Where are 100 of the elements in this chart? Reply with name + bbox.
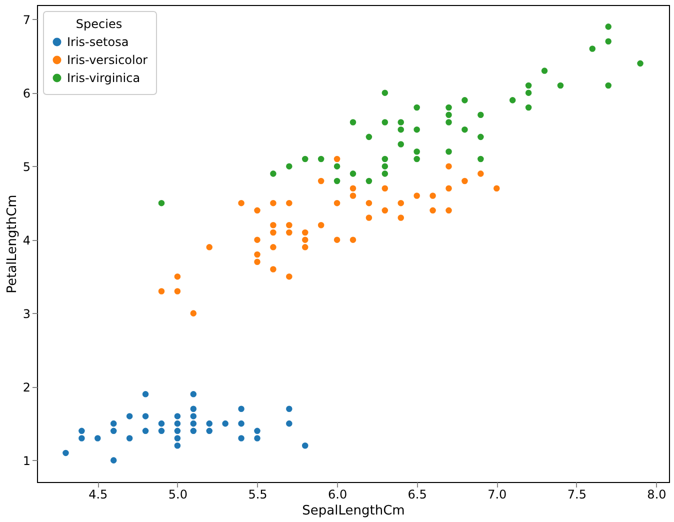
point bbox=[365, 133, 373, 141]
x-tick-label: 5.0 bbox=[168, 488, 188, 502]
point bbox=[253, 434, 262, 442]
x-tick-label: 6.0 bbox=[328, 488, 348, 502]
x-tick-label: 5.5 bbox=[248, 488, 268, 502]
point bbox=[412, 126, 421, 134]
point bbox=[444, 206, 453, 214]
point bbox=[444, 118, 453, 126]
point bbox=[444, 184, 453, 192]
x-axis-title: SepalLengthCm bbox=[302, 504, 405, 518]
point bbox=[142, 390, 150, 398]
legend-label: Iris-setosa bbox=[67, 35, 129, 49]
point bbox=[174, 442, 182, 450]
point bbox=[301, 228, 310, 236]
y-tick-label: 5 bbox=[22, 160, 30, 174]
point bbox=[221, 420, 230, 428]
point bbox=[174, 287, 182, 296]
point bbox=[301, 243, 310, 252]
point bbox=[205, 420, 214, 428]
point bbox=[285, 404, 294, 413]
point bbox=[126, 412, 134, 420]
point bbox=[508, 96, 517, 104]
point bbox=[604, 37, 612, 46]
x-tick-label: 7.5 bbox=[567, 488, 586, 502]
y-tick-label: 2 bbox=[22, 380, 30, 394]
point bbox=[269, 243, 278, 252]
point bbox=[237, 199, 246, 208]
point bbox=[349, 118, 357, 126]
y-tick-label: 6 bbox=[22, 86, 30, 100]
point bbox=[380, 170, 389, 178]
point bbox=[205, 426, 214, 435]
point bbox=[380, 155, 389, 163]
point bbox=[174, 420, 182, 428]
point bbox=[333, 162, 341, 170]
point bbox=[285, 199, 294, 208]
x-tick-label: 7.0 bbox=[488, 488, 507, 502]
point bbox=[333, 236, 341, 244]
point bbox=[174, 426, 182, 435]
point bbox=[253, 258, 262, 266]
point bbox=[524, 88, 532, 97]
point bbox=[476, 110, 485, 119]
point bbox=[301, 155, 310, 163]
point bbox=[285, 162, 294, 170]
point bbox=[460, 177, 469, 185]
point bbox=[174, 412, 182, 420]
point bbox=[285, 221, 294, 230]
point bbox=[349, 236, 357, 244]
point bbox=[412, 155, 421, 163]
point bbox=[540, 66, 548, 75]
point bbox=[333, 155, 341, 163]
point bbox=[269, 265, 278, 274]
point bbox=[317, 155, 326, 163]
point bbox=[253, 250, 262, 258]
y-tick-label: 4 bbox=[22, 233, 30, 248]
x-tick-label: 6.5 bbox=[408, 488, 427, 502]
point bbox=[428, 192, 437, 200]
legend-title: Species bbox=[76, 17, 122, 31]
point bbox=[205, 243, 214, 252]
point bbox=[460, 126, 469, 134]
point bbox=[126, 434, 134, 442]
point bbox=[349, 192, 357, 200]
point bbox=[428, 206, 437, 214]
point bbox=[285, 228, 294, 236]
point bbox=[253, 206, 262, 214]
point bbox=[380, 206, 389, 214]
point bbox=[556, 82, 564, 90]
point bbox=[301, 442, 310, 450]
point bbox=[189, 309, 198, 318]
point bbox=[174, 434, 182, 442]
point bbox=[78, 426, 86, 435]
legend-label: Iris-virginica bbox=[67, 71, 140, 85]
point bbox=[142, 412, 150, 420]
point bbox=[365, 214, 373, 222]
point bbox=[62, 449, 70, 457]
point bbox=[476, 155, 485, 163]
point bbox=[460, 96, 469, 104]
point bbox=[333, 177, 341, 185]
point bbox=[476, 170, 485, 178]
point bbox=[317, 177, 326, 185]
point bbox=[444, 162, 453, 170]
point bbox=[524, 82, 532, 90]
point bbox=[412, 192, 421, 200]
point bbox=[412, 148, 421, 156]
point bbox=[444, 148, 453, 156]
point bbox=[380, 184, 389, 192]
point bbox=[269, 221, 278, 230]
point bbox=[636, 60, 644, 68]
point bbox=[253, 426, 262, 435]
point bbox=[285, 420, 294, 428]
point bbox=[396, 118, 405, 126]
point bbox=[380, 118, 389, 126]
point bbox=[158, 420, 166, 428]
point bbox=[349, 170, 357, 178]
point bbox=[365, 177, 373, 185]
point bbox=[110, 426, 118, 435]
point bbox=[253, 236, 262, 244]
point bbox=[158, 426, 166, 435]
point bbox=[317, 221, 326, 230]
point bbox=[380, 162, 389, 170]
point bbox=[524, 104, 532, 112]
